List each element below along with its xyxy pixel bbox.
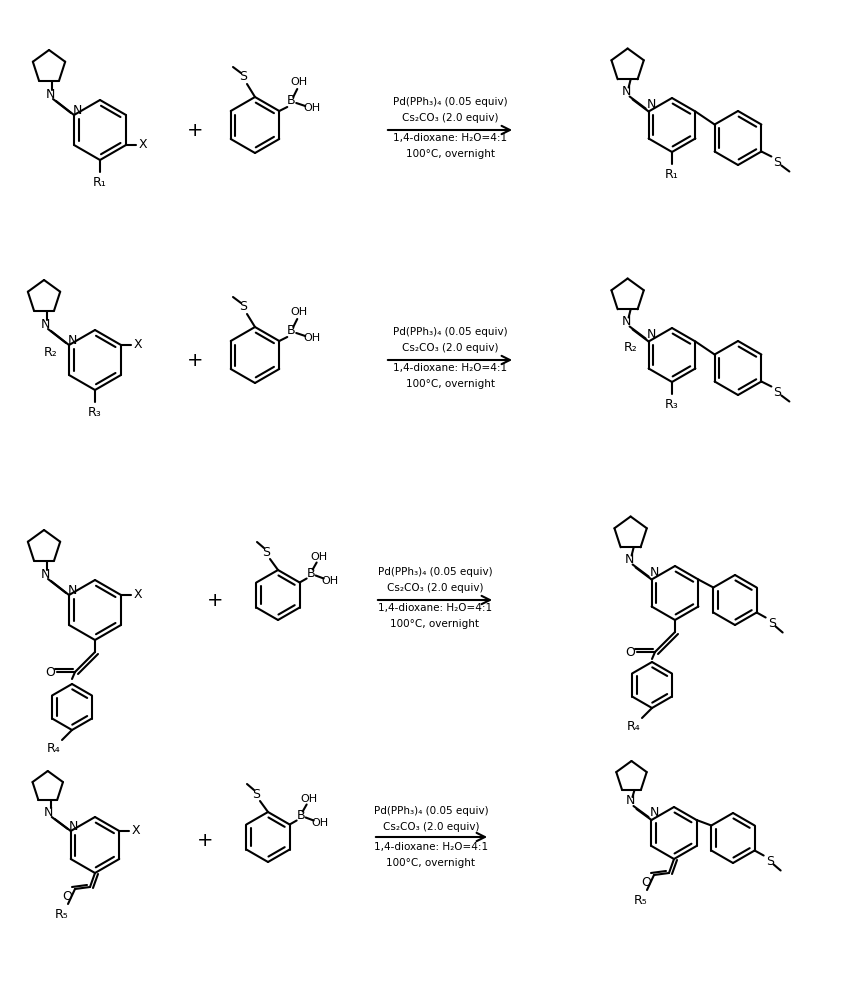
Text: S: S	[768, 617, 776, 630]
Text: B: B	[287, 324, 295, 338]
Text: +: +	[187, 351, 203, 369]
Text: R₂: R₂	[44, 347, 57, 360]
Text: X: X	[139, 138, 148, 151]
Text: N: N	[647, 98, 656, 111]
Text: 100°C, overnight: 100°C, overnight	[406, 149, 494, 159]
Text: N: N	[67, 584, 76, 596]
Text: O: O	[62, 890, 72, 902]
Text: +: +	[187, 120, 203, 139]
Text: Pd(PPh₃)₄ (0.05 equiv): Pd(PPh₃)₄ (0.05 equiv)	[374, 806, 488, 816]
Text: N: N	[622, 85, 631, 98]
Text: O: O	[625, 646, 635, 658]
Text: 100°C, overnight: 100°C, overnight	[406, 379, 494, 389]
Text: N: N	[650, 566, 659, 579]
Text: Cs₂CO₃ (2.0 equiv): Cs₂CO₃ (2.0 equiv)	[387, 583, 483, 593]
Text: 1,4-dioxane: H₂O=4:1: 1,4-dioxane: H₂O=4:1	[393, 133, 507, 143]
Text: R₄: R₄	[627, 720, 641, 732]
Text: Pd(PPh₃)₄ (0.05 equiv): Pd(PPh₃)₄ (0.05 equiv)	[393, 327, 507, 337]
Text: OH: OH	[321, 576, 338, 585]
Text: S: S	[773, 156, 782, 169]
Text: X: X	[134, 588, 142, 601]
Text: B: B	[287, 95, 295, 107]
Text: +: +	[196, 830, 214, 850]
Text: R₁: R₁	[665, 167, 679, 180]
Text: R₅: R₅	[634, 894, 648, 906]
Text: N: N	[45, 88, 55, 101]
Text: R₃: R₃	[665, 397, 679, 410]
Text: Cs₂CO₃ (2.0 equiv): Cs₂CO₃ (2.0 equiv)	[402, 343, 498, 353]
Text: X: X	[132, 824, 141, 838]
Text: Cs₂CO₃ (2.0 equiv): Cs₂CO₃ (2.0 equiv)	[402, 113, 498, 123]
Text: N: N	[72, 104, 82, 116]
Text: OH: OH	[300, 794, 317, 804]
Text: N: N	[40, 318, 50, 330]
Text: B: B	[306, 567, 315, 580]
Text: N: N	[647, 328, 656, 341]
Text: +: +	[207, 590, 223, 609]
Text: N: N	[625, 553, 634, 566]
Text: OH: OH	[304, 103, 321, 113]
Text: N: N	[67, 334, 76, 347]
Text: OH: OH	[311, 818, 329, 828]
Text: R₂: R₂	[624, 341, 637, 354]
Text: Pd(PPh₃)₄ (0.05 equiv): Pd(PPh₃)₄ (0.05 equiv)	[393, 97, 507, 107]
Text: OH: OH	[291, 77, 308, 87]
Text: R₁: R₁	[94, 176, 107, 188]
Text: N: N	[69, 820, 78, 832]
Text: S: S	[239, 300, 247, 314]
Text: N: N	[44, 806, 53, 818]
Text: O: O	[641, 876, 651, 888]
Text: N: N	[622, 315, 631, 328]
Text: 100°C, overnight: 100°C, overnight	[386, 858, 475, 868]
Text: Pd(PPh₃)₄ (0.05 equiv): Pd(PPh₃)₄ (0.05 equiv)	[378, 567, 492, 577]
Text: 1,4-dioxane: H₂O=4:1: 1,4-dioxane: H₂O=4:1	[393, 363, 507, 373]
Text: N: N	[625, 794, 635, 808]
Text: OH: OH	[310, 552, 327, 562]
Text: S: S	[262, 546, 270, 558]
Text: OH: OH	[291, 307, 308, 317]
Text: B: B	[296, 809, 305, 822]
Text: N: N	[650, 806, 659, 820]
Text: Cs₂CO₃ (2.0 equiv): Cs₂CO₃ (2.0 equiv)	[383, 822, 480, 832]
Text: R₅: R₅	[55, 908, 69, 920]
Text: R₄: R₄	[47, 742, 61, 754]
Text: 1,4-dioxane: H₂O=4:1: 1,4-dioxane: H₂O=4:1	[374, 842, 488, 852]
Text: S: S	[252, 788, 260, 800]
Text: S: S	[239, 70, 247, 84]
Text: X: X	[134, 338, 142, 352]
Text: 1,4-dioxane: H₂O=4:1: 1,4-dioxane: H₂O=4:1	[378, 603, 492, 613]
Text: S: S	[765, 855, 774, 868]
Text: S: S	[773, 386, 782, 399]
Text: 100°C, overnight: 100°C, overnight	[390, 619, 480, 629]
Text: N: N	[40, 568, 50, 580]
Text: OH: OH	[304, 333, 321, 343]
Text: O: O	[45, 666, 55, 678]
Text: R₃: R₃	[88, 406, 102, 418]
